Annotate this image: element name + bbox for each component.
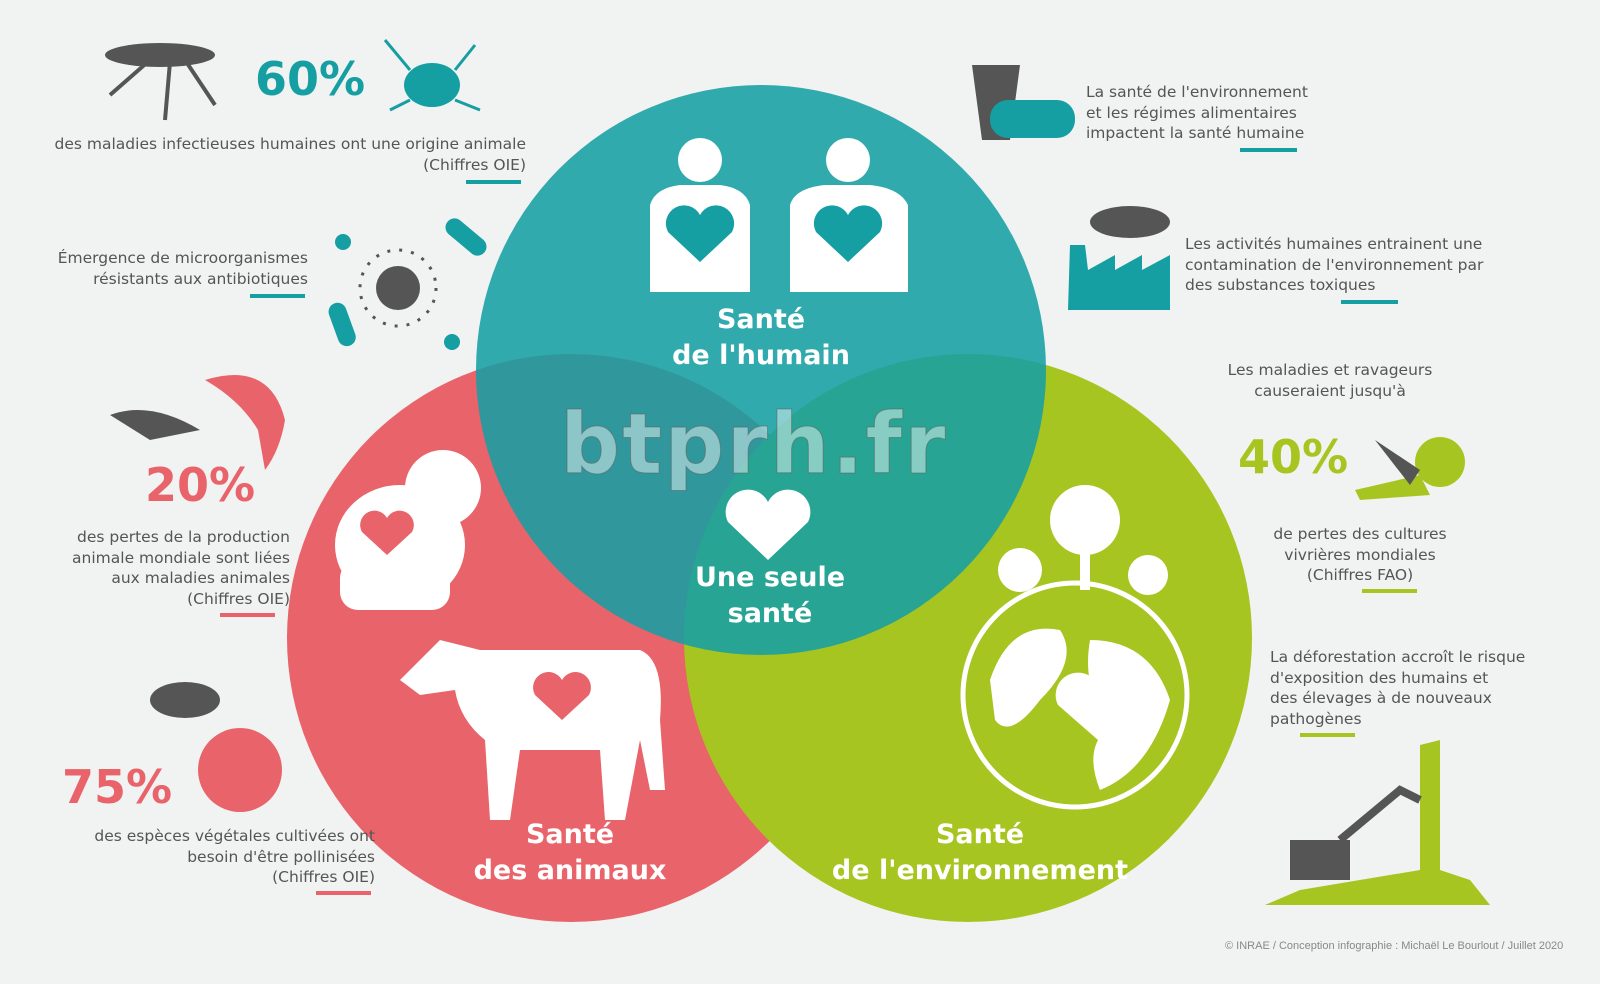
text-line: (Chiffres FAO): [1306, 566, 1414, 584]
stat-75: 75%: [62, 760, 173, 814]
text-line: contamination de l'environnement par: [1185, 255, 1484, 274]
earth-trees-icon: [960, 485, 1190, 810]
text-line: des élevages à de nouveaux: [1270, 689, 1492, 707]
crops-pretext: Les maladies et ravageurs causeraient jus…: [1210, 360, 1450, 401]
mosquito-icon: [105, 43, 217, 121]
text-line: de pertes des cultures: [1273, 525, 1447, 543]
label-line: des animaux: [473, 855, 667, 886]
vegetables-icon: [1355, 437, 1465, 500]
human-figures-icon: [650, 138, 908, 292]
food-text: La santé de l'environnement et les régime…: [1086, 82, 1308, 144]
divider: [1341, 300, 1398, 304]
label-line: Santé: [716, 304, 806, 335]
stat-60: 60%: [255, 52, 366, 106]
text-line: besoin d'être pollinisées: [187, 847, 375, 866]
center-heart-icon: [725, 489, 811, 560]
text-line: des espèces végétales cultivées ont: [94, 827, 375, 845]
watermark: btprh.fr: [560, 395, 948, 494]
label-line: santé: [727, 598, 813, 629]
antibio-text: Émergence de microorganismes résistants a…: [20, 248, 308, 289]
divider: [220, 613, 275, 617]
stat-20: 20%: [145, 458, 256, 512]
label-sante-humain: Santé de l'humain: [621, 302, 901, 374]
label-une-seule-sante: Une seule santé: [640, 560, 900, 632]
stat-40: 40%: [1238, 430, 1349, 484]
divider: [1300, 733, 1355, 737]
text-line: d'exposition des humains et: [1270, 668, 1489, 687]
label-line: Une seule: [694, 562, 846, 593]
text-line: (Chiffres OIE): [423, 155, 526, 174]
label-line: Santé: [525, 819, 615, 850]
bee-flower-icon: [150, 682, 282, 812]
text-line: impactent la santé humaine: [1086, 124, 1305, 142]
divider: [250, 294, 305, 298]
credit: © INRAE / Conception infographie : Micha…: [1225, 940, 1564, 952]
forest-text: La déforestation accroît le risque d'expo…: [1270, 647, 1525, 729]
text-line: résistants aux antibiotiques: [93, 269, 308, 288]
text-line: Émergence de microorganismes: [57, 249, 308, 267]
tick-icon: [383, 39, 481, 112]
text-line: pathogènes: [1270, 709, 1362, 728]
bird-fish-icon: [110, 375, 285, 470]
stat-75-text: des espèces végétales cultivées ont besoi…: [40, 826, 375, 888]
divider: [1240, 148, 1297, 152]
virus-pills-icon: [328, 218, 487, 350]
text-line: animale mondiale sont liées: [72, 548, 290, 567]
stat-20-text: des pertes de la production animale mondi…: [20, 527, 290, 609]
text-line: La déforestation accroît le risque: [1270, 648, 1526, 666]
divider: [466, 180, 521, 184]
cow-icon: [400, 640, 665, 820]
text-line: Les maladies et ravageurs: [1227, 361, 1433, 379]
text-line: causeraient jusqu'à: [1254, 381, 1406, 400]
divider: [316, 891, 371, 895]
text-line: des maladies infectieuses humaines ont u…: [54, 135, 526, 153]
label-line: de l'humain: [672, 340, 850, 371]
text-line: des pertes de la production: [76, 528, 290, 546]
divider: [1362, 589, 1417, 593]
crops-text: de pertes des cultures vivrières mondiale…: [1240, 524, 1480, 586]
label-sante-animaux: Santé des animaux: [430, 817, 710, 889]
text-line: et les régimes alimentaires: [1086, 103, 1297, 122]
label-line: Santé: [935, 819, 1025, 850]
text-line: (Chiffres OIE): [187, 589, 290, 608]
text-line: Les activités humaines entrainent une: [1185, 235, 1483, 253]
factory-icon: [1068, 206, 1170, 310]
monkey-icon: [335, 450, 481, 610]
text-line: La santé de l'environnement: [1086, 83, 1308, 101]
stat-60-text: des maladies infectieuses humaines ont u…: [40, 134, 526, 175]
deforestation-excavator-icon: [1265, 740, 1490, 905]
label-sante-environnement: Santé de l'environnement: [830, 817, 1130, 889]
text-line: vivrières mondiales: [1284, 545, 1436, 564]
text-line: des substances toxiques: [1185, 276, 1376, 294]
fastfood-icon: [972, 65, 1075, 140]
text-line: aux maladies animales: [111, 569, 290, 587]
text-line: (Chiffres OIE): [272, 868, 375, 886]
label-line: de l'environnement: [831, 855, 1129, 886]
factory-text: Les activités humaines entrainent une con…: [1185, 234, 1483, 296]
